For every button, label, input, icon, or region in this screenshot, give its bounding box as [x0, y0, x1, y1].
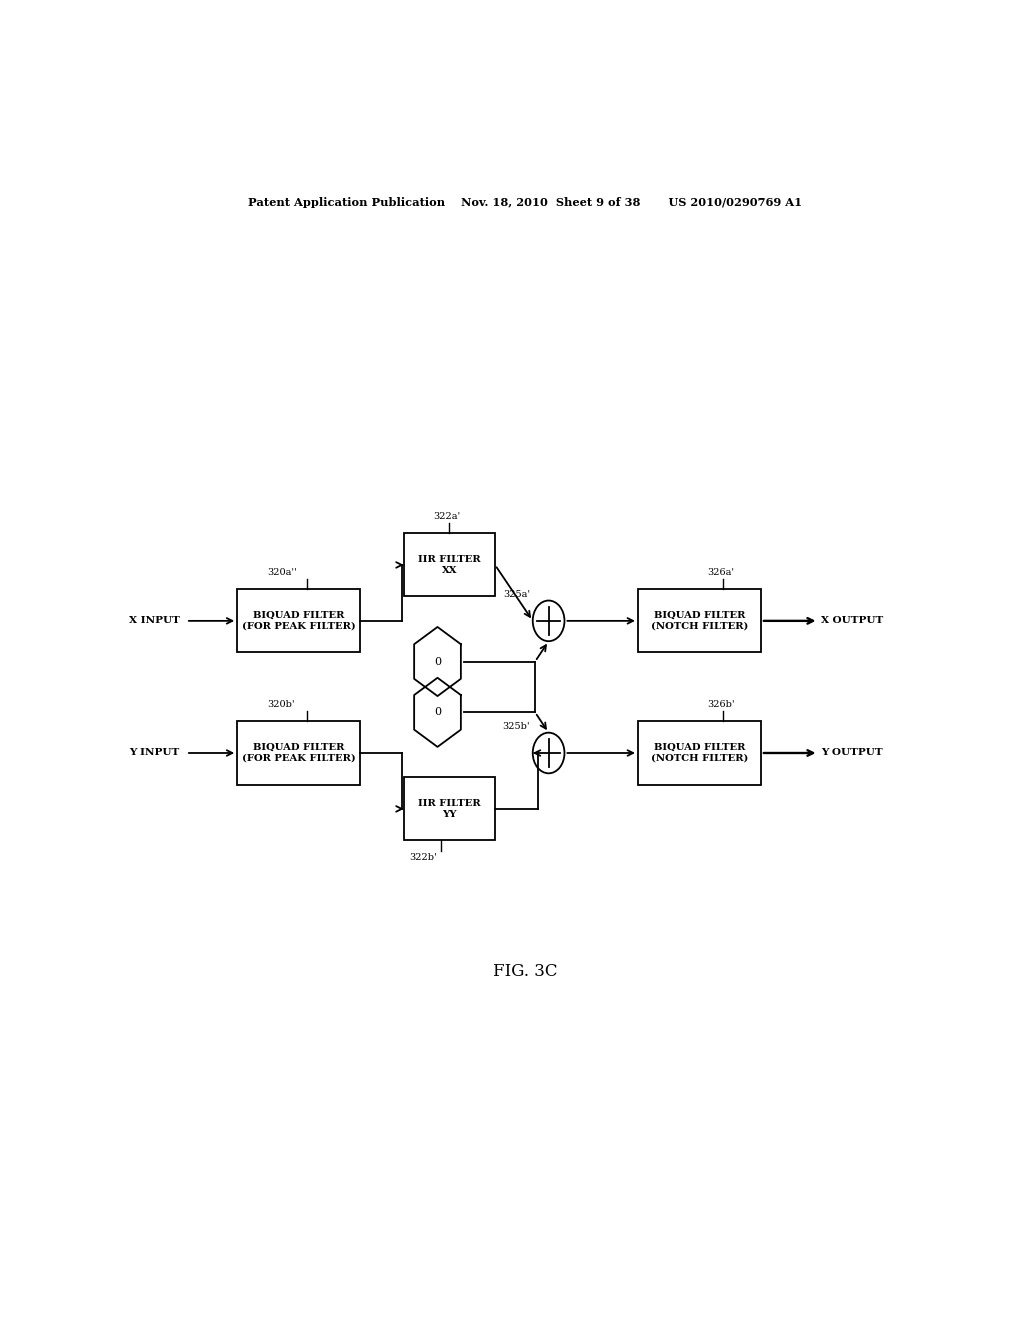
- FancyBboxPatch shape: [403, 533, 495, 597]
- Text: 0: 0: [434, 656, 441, 667]
- Circle shape: [532, 733, 564, 774]
- FancyBboxPatch shape: [403, 777, 495, 841]
- Text: 326a': 326a': [708, 568, 734, 577]
- FancyBboxPatch shape: [238, 722, 360, 784]
- Polygon shape: [414, 677, 461, 747]
- Text: X INPUT: X INPUT: [129, 616, 179, 626]
- Text: 322b': 322b': [410, 853, 437, 862]
- Text: Y INPUT: Y INPUT: [129, 748, 179, 758]
- Text: 320b': 320b': [267, 701, 295, 709]
- Text: BIQUAD FILTER
(FOR PEAK FILTER): BIQUAD FILTER (FOR PEAK FILTER): [242, 743, 355, 763]
- FancyBboxPatch shape: [638, 722, 761, 784]
- Text: BIQUAD FILTER
(NOTCH FILTER): BIQUAD FILTER (NOTCH FILTER): [650, 611, 749, 631]
- Text: X OUTPUT: X OUTPUT: [821, 616, 883, 626]
- Text: 325b': 325b': [503, 722, 530, 731]
- Text: Y OUTPUT: Y OUTPUT: [821, 748, 883, 758]
- Text: Patent Application Publication    Nov. 18, 2010  Sheet 9 of 38       US 2010/029: Patent Application Publication Nov. 18, …: [248, 197, 802, 207]
- Text: 0: 0: [434, 708, 441, 717]
- Text: 326b': 326b': [708, 701, 735, 709]
- FancyBboxPatch shape: [238, 589, 360, 652]
- Text: 320a'': 320a'': [267, 568, 297, 577]
- Polygon shape: [414, 627, 461, 696]
- Text: 322a': 322a': [433, 512, 461, 521]
- FancyBboxPatch shape: [638, 589, 761, 652]
- Text: IIR FILTER
XX: IIR FILTER XX: [418, 556, 480, 574]
- Text: IIR FILTER
YY: IIR FILTER YY: [418, 799, 480, 818]
- Text: 325a': 325a': [503, 590, 530, 598]
- Circle shape: [532, 601, 564, 642]
- Text: BIQUAD FILTER
(FOR PEAK FILTER): BIQUAD FILTER (FOR PEAK FILTER): [242, 611, 355, 631]
- Text: BIQUAD FILTER
(NOTCH FILTER): BIQUAD FILTER (NOTCH FILTER): [650, 743, 749, 763]
- Text: FIG. 3C: FIG. 3C: [493, 964, 557, 979]
